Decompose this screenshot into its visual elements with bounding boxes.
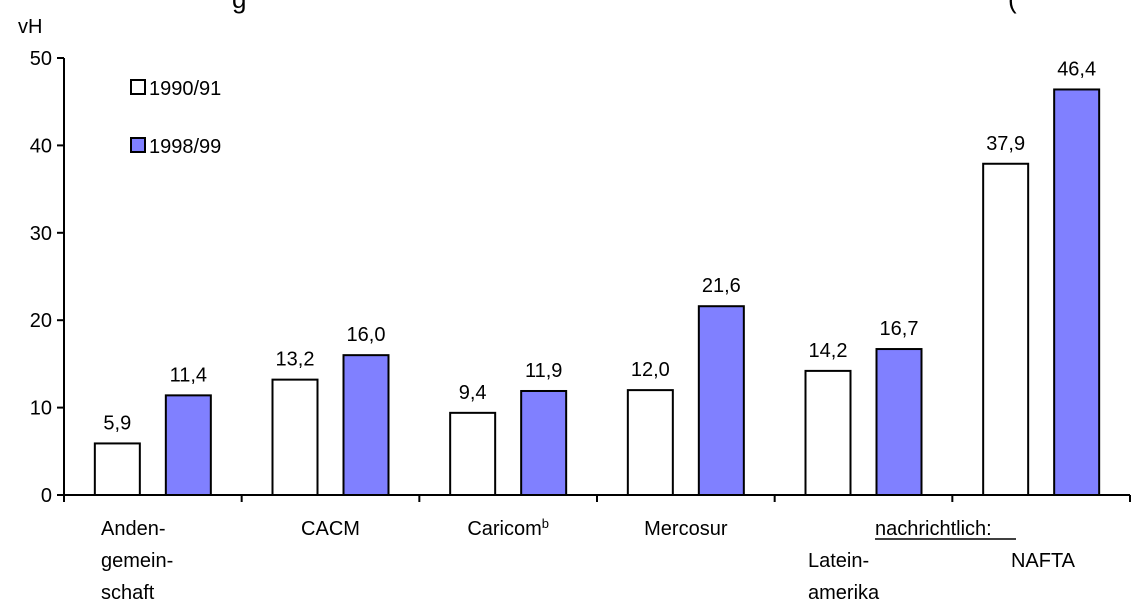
group-header: nachrichtlich: (875, 518, 1016, 540)
bar-1998-99 (1053, 88, 1101, 497)
data-label: 13,2 (276, 349, 315, 371)
category-label: Mercosur (644, 518, 728, 540)
bar-1998-99 (697, 305, 745, 496)
data-label: 16,7 (880, 318, 919, 340)
category-label: Anden- (101, 518, 166, 540)
y-tick-label: 50 (30, 48, 52, 70)
data-label: 37,9 (986, 133, 1025, 155)
category-label: CACM (301, 518, 360, 540)
category-label: schaft (101, 582, 155, 604)
data-label: 16,0 (347, 324, 386, 346)
bar-1998-99 (875, 348, 923, 496)
x-axis (63, 494, 1131, 502)
y-tick-label: 0 (41, 485, 52, 507)
y-tick-label: 40 (30, 135, 52, 157)
category-label: NAFTA (1011, 550, 1076, 572)
bar-1998-99 (520, 389, 568, 496)
category-labels: Anden-gemein-schaft CACM Caricomb Mercosur L… (101, 516, 1076, 605)
bar-1990-91 (271, 378, 319, 496)
bar-1998-99 (164, 394, 212, 497)
y-tick-label: 30 (30, 223, 52, 245)
title-fragment-left: g (232, 0, 246, 14)
data-label: 46,4 (1057, 58, 1096, 80)
data-label: 11,9 (525, 360, 562, 382)
legend-label-1990-91: 1990/91 (149, 78, 221, 100)
category-label: gemein- (101, 550, 173, 572)
category-label: amerika (808, 582, 880, 604)
y-tick-label: 20 (30, 310, 52, 332)
bar-1990-91 (93, 442, 141, 496)
bar-1990-91 (982, 162, 1030, 496)
group-header-label: nachrichtlich: (875, 518, 992, 540)
data-label: 11,4 (170, 364, 207, 386)
bars (93, 88, 1101, 497)
data-label: 5,9 (103, 412, 131, 434)
legend: 1990/91 1998/99 (130, 78, 221, 158)
legend-swatch-1990-91 (130, 79, 146, 95)
data-labels: 5,9 11,4 13,2 16,0 9,4 11,9 12,0 21,6 14,2 16,7 37… (103, 58, 1096, 434)
y-axis-unit-label: vH (18, 16, 42, 38)
bar-1998-99 (342, 354, 390, 496)
data-label: 14,2 (809, 340, 848, 362)
title-fragment-right: ( (1008, 0, 1017, 14)
data-label: 21,6 (702, 275, 741, 297)
y-tick-label: 10 (30, 398, 52, 420)
data-label: 9,4 (459, 382, 487, 404)
bar-1990-91 (626, 389, 674, 496)
legend-swatch-1998-99 (130, 137, 146, 153)
category-label: Caricomb (467, 516, 549, 541)
bar-1990-91 (449, 411, 497, 496)
category-label: Latein- (808, 550, 869, 572)
legend-label-1998-99: 1998/99 (149, 136, 221, 158)
data-label: 12,0 (631, 359, 670, 381)
bar-1990-91 (804, 369, 852, 496)
y-axis: 0 10 20 30 40 50 (30, 48, 65, 507)
